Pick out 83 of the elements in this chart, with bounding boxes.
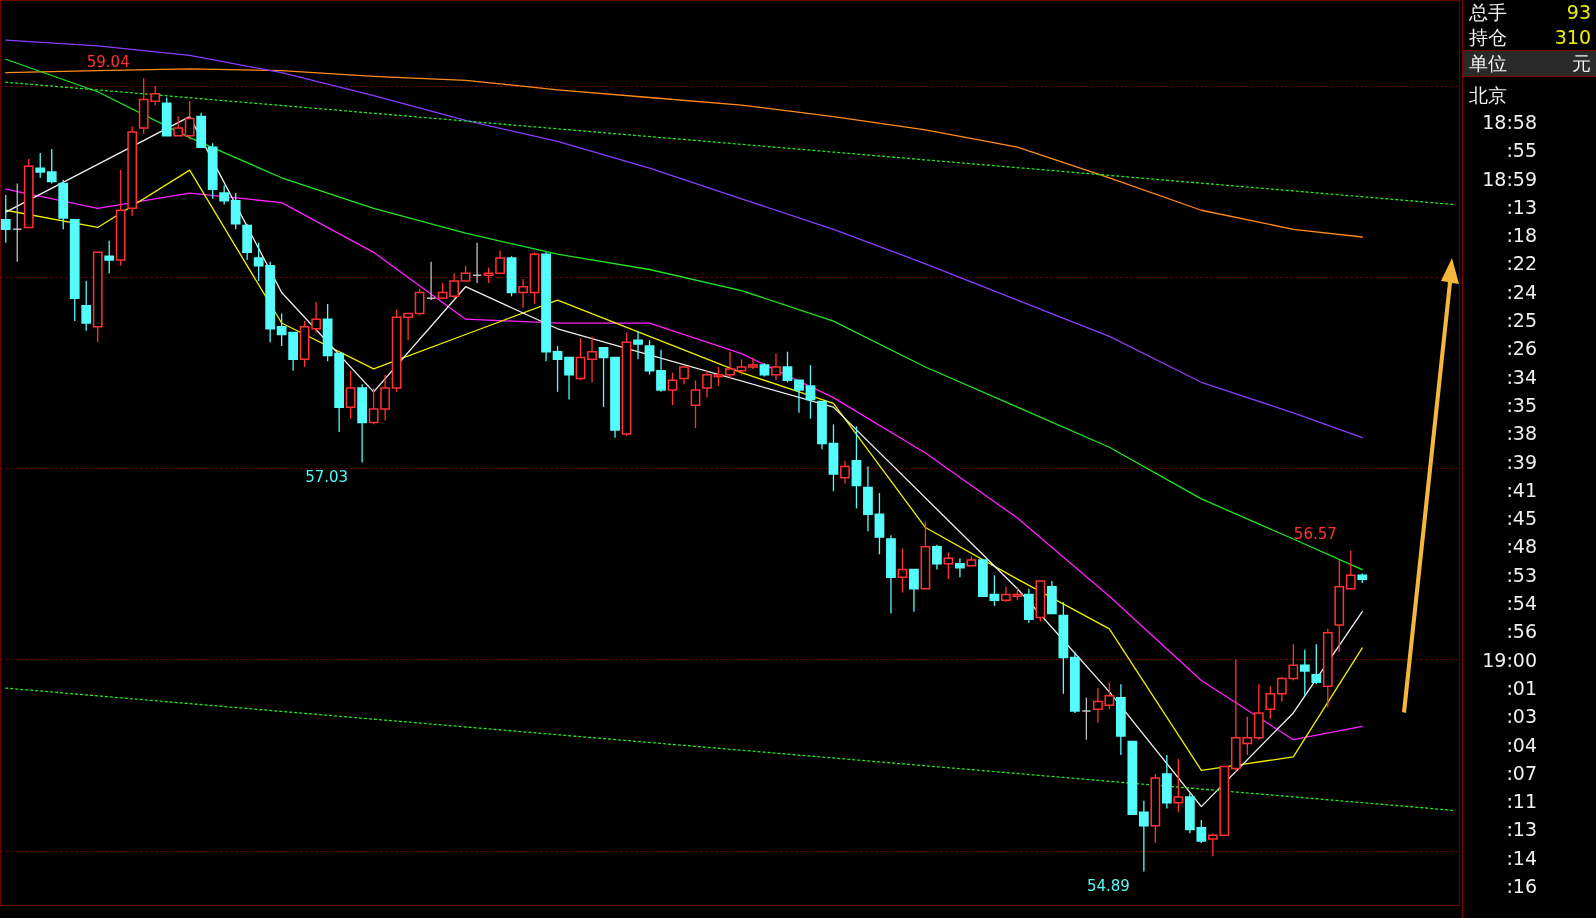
text: :07 xyxy=(1505,760,1538,786)
text: :13 xyxy=(1505,194,1538,220)
candlestick xyxy=(104,240,115,274)
text: 单位 xyxy=(1469,51,1507,76)
text: :03 xyxy=(1505,704,1538,730)
candlestick xyxy=(805,364,816,420)
candlestick xyxy=(414,287,425,317)
text: 19:00 xyxy=(1481,647,1538,673)
text: :25 xyxy=(1505,308,1538,334)
annotation: 56.57 xyxy=(1293,525,1337,544)
candlestick xyxy=(633,330,643,360)
text: :41 xyxy=(1505,477,1538,503)
text: :26 xyxy=(1505,336,1538,362)
candlestick xyxy=(748,356,758,370)
candlestick xyxy=(495,249,505,275)
candlestick xyxy=(46,148,57,185)
text: :11 xyxy=(1505,789,1538,815)
annotation: 59.04 xyxy=(86,53,130,72)
candlestick xyxy=(725,351,735,380)
text: 310 xyxy=(1554,25,1591,50)
candlestick xyxy=(874,492,885,555)
annotation: 57.03 xyxy=(305,467,349,486)
candlestick xyxy=(897,547,908,594)
candlestick xyxy=(667,372,678,406)
candlestick xyxy=(598,347,609,408)
text: :13 xyxy=(1505,817,1538,843)
candlestick xyxy=(35,152,46,179)
candlestick xyxy=(1138,800,1149,873)
text: :22 xyxy=(1505,251,1538,277)
text: :48 xyxy=(1505,534,1538,560)
candlestick xyxy=(656,349,666,393)
text: :45 xyxy=(1505,506,1538,532)
candlestick xyxy=(184,100,195,141)
candlestick xyxy=(989,574,1000,607)
candlestick xyxy=(345,370,356,420)
candlestick xyxy=(230,192,241,231)
text: 18:58 xyxy=(1481,110,1538,135)
candlestick xyxy=(955,557,965,578)
candlestick xyxy=(1173,758,1184,813)
text: :14 xyxy=(1505,845,1538,871)
candlestick xyxy=(587,335,597,383)
text: 93 xyxy=(1566,0,1591,25)
candlestick xyxy=(794,379,804,414)
text: :16 xyxy=(1505,874,1538,899)
candlestick xyxy=(449,272,459,299)
text: 元 xyxy=(1572,51,1591,76)
candlestick xyxy=(840,460,850,485)
candlestick xyxy=(1299,649,1310,697)
text: :56 xyxy=(1505,619,1538,645)
text: :55 xyxy=(1505,138,1538,164)
text: 持仓 xyxy=(1469,25,1507,50)
candlestick xyxy=(1311,643,1322,685)
text: 总手 xyxy=(1469,0,1507,25)
candlestick xyxy=(690,379,701,429)
text: :24 xyxy=(1505,279,1538,305)
text: :35 xyxy=(1505,392,1538,418)
text: :34 xyxy=(1505,364,1538,390)
candlestick xyxy=(219,184,230,206)
text: :53 xyxy=(1505,562,1538,588)
annotation: 54.89 xyxy=(1086,876,1130,895)
candlestick xyxy=(932,544,942,571)
candlestick xyxy=(564,356,574,401)
text: :04 xyxy=(1505,732,1538,758)
candlestick xyxy=(702,370,712,399)
text: :38 xyxy=(1505,421,1538,447)
candlestick xyxy=(771,352,781,382)
text: :01 xyxy=(1505,675,1538,701)
candlestick xyxy=(81,280,92,332)
text: :39 xyxy=(1505,449,1538,475)
candlestick xyxy=(909,568,919,613)
candlestick xyxy=(518,278,528,309)
candlestick xyxy=(943,551,954,580)
candlestick xyxy=(1345,549,1356,590)
text: 北京 xyxy=(1469,83,1507,108)
text: :18 xyxy=(1505,223,1538,249)
candlestick xyxy=(0,194,11,244)
candlestick xyxy=(575,337,586,382)
candlestick xyxy=(782,351,793,383)
candlestick xyxy=(173,115,184,137)
text: :54 xyxy=(1505,591,1538,617)
candlestick xyxy=(1265,685,1276,720)
text: 18:59 xyxy=(1481,166,1538,192)
candlestick xyxy=(552,345,563,393)
